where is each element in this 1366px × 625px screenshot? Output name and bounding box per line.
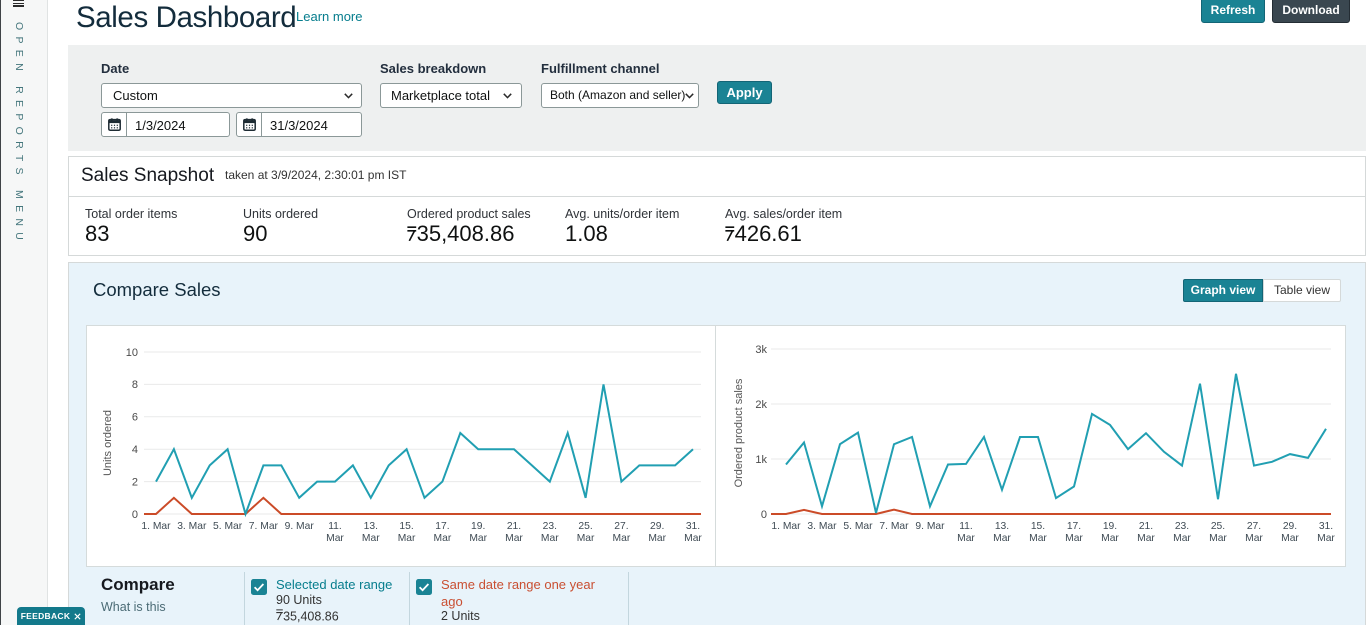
svg-text:5. Mar: 5. Mar (213, 521, 243, 532)
svg-text:7. Mar: 7. Mar (879, 521, 909, 532)
svg-text:31.: 31. (686, 521, 700, 532)
svg-text:27.: 27. (1247, 521, 1261, 532)
svg-text:0: 0 (761, 509, 767, 521)
svg-text:Mar: Mar (398, 533, 416, 544)
svg-text:Mar: Mar (1029, 533, 1047, 544)
svg-text:6: 6 (132, 412, 138, 424)
svg-text:Mar: Mar (648, 533, 666, 544)
svg-text:Mar: Mar (1137, 533, 1155, 544)
svg-text:8: 8 (132, 379, 138, 391)
svg-text:3k: 3k (755, 344, 767, 356)
svg-text:Mar: Mar (957, 533, 975, 544)
svg-text:9. Mar: 9. Mar (285, 521, 315, 532)
svg-text:0: 0 (132, 509, 138, 521)
svg-text:Mar: Mar (1065, 533, 1083, 544)
svg-text:Mar: Mar (1173, 533, 1191, 544)
svg-text:27.: 27. (614, 521, 628, 532)
svg-text:1k: 1k (755, 454, 767, 466)
svg-text:Mar: Mar (613, 533, 631, 544)
svg-text:Mar: Mar (684, 533, 702, 544)
svg-text:3. Mar: 3. Mar (177, 521, 207, 532)
svg-text:29.: 29. (1283, 521, 1297, 532)
svg-text:3. Mar: 3. Mar (807, 521, 837, 532)
svg-text:15.: 15. (399, 521, 413, 532)
svg-text:19.: 19. (471, 521, 485, 532)
svg-text:23.: 23. (1175, 521, 1189, 532)
svg-text:Mar: Mar (1281, 533, 1299, 544)
svg-text:Mar: Mar (362, 533, 380, 544)
svg-text:Units ordered: Units ordered (102, 410, 114, 476)
svg-text:Mar: Mar (505, 533, 523, 544)
svg-text:Ordered product sales: Ordered product sales (733, 378, 745, 487)
svg-text:2k: 2k (755, 399, 767, 411)
svg-text:13.: 13. (364, 521, 378, 532)
svg-text:Mar: Mar (993, 533, 1011, 544)
svg-text:17.: 17. (1067, 521, 1081, 532)
svg-text:Mar: Mar (1317, 533, 1335, 544)
svg-text:Mar: Mar (434, 533, 452, 544)
svg-text:7. Mar: 7. Mar (249, 521, 279, 532)
svg-text:29.: 29. (650, 521, 664, 532)
svg-text:9. Mar: 9. Mar (915, 521, 945, 532)
svg-text:13.: 13. (995, 521, 1009, 532)
svg-text:5. Mar: 5. Mar (843, 521, 873, 532)
svg-text:Mar: Mar (469, 533, 487, 544)
svg-text:Mar: Mar (1209, 533, 1227, 544)
svg-text:Mar: Mar (1245, 533, 1263, 544)
svg-text:Mar: Mar (577, 533, 595, 544)
svg-text:11.: 11. (959, 521, 973, 532)
svg-text:11.: 11. (328, 521, 342, 532)
svg-text:2: 2 (132, 476, 138, 488)
svg-text:17.: 17. (435, 521, 449, 532)
svg-text:15.: 15. (1031, 521, 1045, 532)
svg-text:25.: 25. (578, 521, 592, 532)
svg-text:31.: 31. (1319, 521, 1333, 532)
svg-text:Mar: Mar (1101, 533, 1119, 544)
svg-text:Mar: Mar (326, 533, 344, 544)
svg-text:10: 10 (126, 347, 138, 359)
svg-text:1. Mar: 1. Mar (141, 521, 171, 532)
svg-text:21.: 21. (507, 521, 521, 532)
svg-text:4: 4 (132, 444, 138, 456)
svg-text:1. Mar: 1. Mar (771, 521, 801, 532)
svg-text:19.: 19. (1103, 521, 1117, 532)
svg-text:Mar: Mar (541, 533, 559, 544)
svg-text:23.: 23. (543, 521, 557, 532)
svg-text:21.: 21. (1139, 521, 1153, 532)
svg-text:25.: 25. (1211, 521, 1225, 532)
